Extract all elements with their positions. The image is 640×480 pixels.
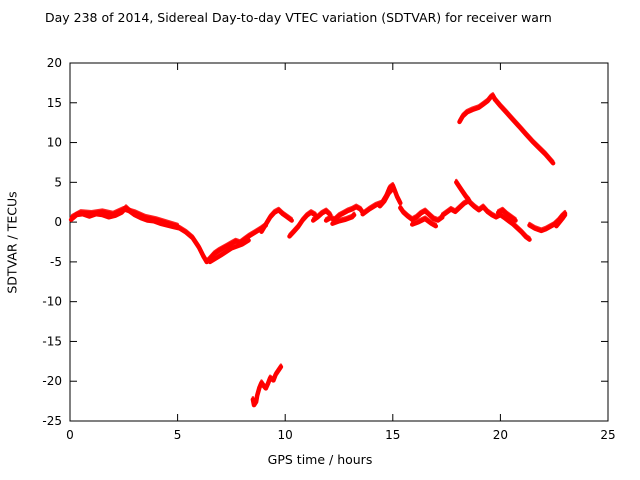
y-tick-label: 0: [54, 215, 62, 229]
scatter-trace-texture: [260, 206, 293, 231]
scatter-trace: [398, 205, 445, 223]
scatter-trace: [69, 207, 180, 229]
scatter-trace-texture: [528, 209, 567, 230]
scatter-trace-texture: [311, 207, 332, 220]
y-axis-label: SDTVAR / TECUs: [4, 191, 20, 294]
scatter-trace: [495, 207, 518, 223]
scatter-trace: [457, 93, 498, 125]
scatter-trace: [492, 97, 556, 166]
scatter-trace-texture: [288, 209, 317, 236]
x-tick-label: 25: [600, 428, 615, 442]
scatter-trace-texture: [70, 205, 179, 226]
scatter-trace-texture: [378, 185, 395, 206]
scatter-trace-texture: [361, 182, 402, 214]
x-tick-label: 10: [278, 428, 293, 442]
scatter-trace-texture: [205, 221, 268, 261]
y-tick-label: -15: [42, 334, 62, 348]
scatter-trace: [207, 238, 251, 265]
scatter-trace-texture: [441, 197, 470, 215]
scatter-trace: [323, 204, 365, 223]
scatter-trace-texture: [555, 211, 567, 226]
x-tick-label: 5: [174, 428, 182, 442]
plot-border: [69, 62, 609, 422]
y-tick-label: 15: [47, 96, 62, 110]
x-tick-label: 15: [385, 428, 400, 442]
y-tick-label: -10: [42, 295, 62, 309]
scatter-trace: [310, 208, 333, 223]
y-tick-label: -20: [42, 374, 62, 388]
y-tick-label: 5: [54, 175, 62, 189]
scatter-trace: [330, 212, 357, 226]
scatter-trace: [409, 216, 439, 229]
y-tick-label: 20: [47, 56, 62, 70]
scatter-trace-texture: [208, 236, 250, 261]
scatter-trace: [468, 200, 532, 242]
scatter-trace-texture: [496, 206, 517, 220]
scatter-trace: [287, 210, 318, 239]
scatter-trace: [204, 223, 269, 265]
scatter-trace: [554, 212, 568, 229]
y-tick-label: 10: [47, 136, 62, 150]
x-tick-label: 20: [493, 428, 508, 442]
scatter-trace: [440, 199, 471, 218]
scatter-trace-texture: [455, 178, 471, 200]
scatter-trace-texture: [399, 204, 444, 220]
y-tick-label: -5: [50, 255, 62, 269]
x-axis-label: GPS time / hours: [267, 452, 373, 467]
scatter-trace-texture: [251, 363, 283, 405]
scatter-trace-texture: [493, 96, 555, 163]
y-tick-label: -25: [42, 414, 62, 428]
scatter-trace-texture: [331, 211, 356, 223]
x-tick-label: 0: [66, 428, 74, 442]
scatter-trace-texture: [458, 92, 497, 121]
scatter-trace-texture: [410, 215, 438, 226]
scatter-trace-texture: [324, 203, 364, 220]
chart-title: Day 238 of 2014, Sidereal Day-to-day VTE…: [45, 10, 552, 25]
